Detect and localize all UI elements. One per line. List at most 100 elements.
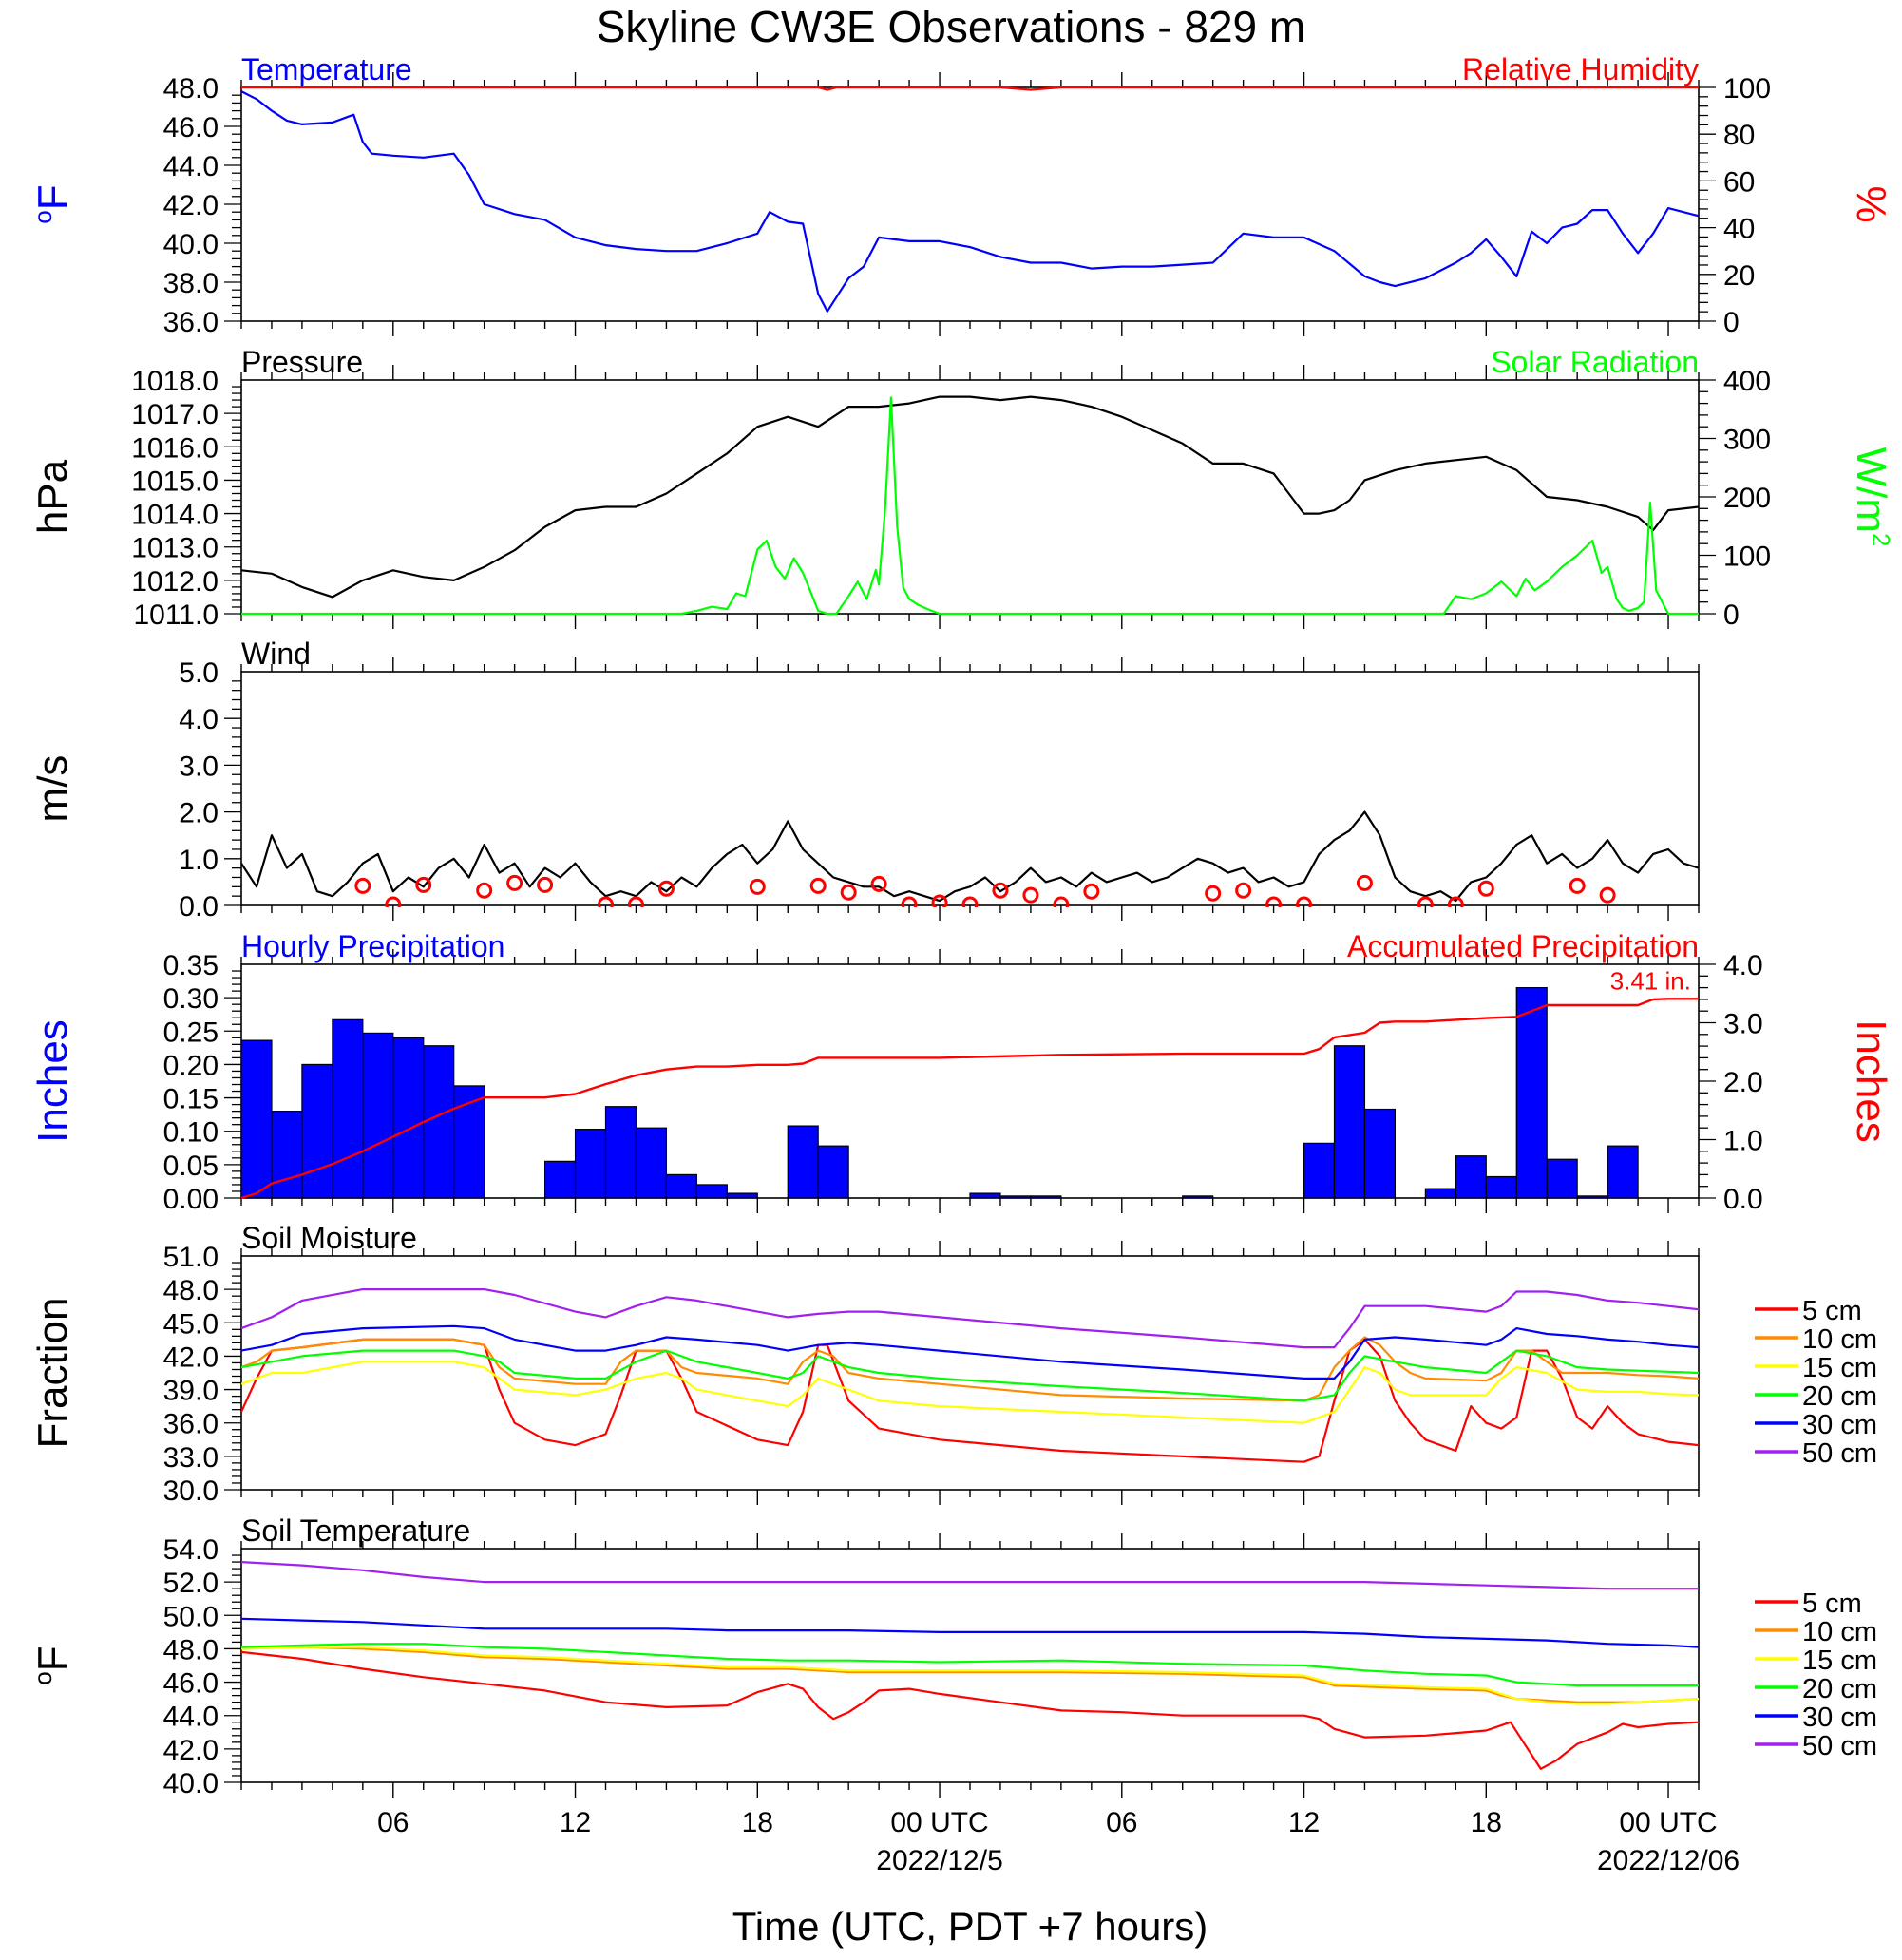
panel-precipitation: 0.000.050.100.150.200.250.300.35 0.0 1.0 2.…: [29, 929, 1894, 1215]
y-tick-label: 33.0: [163, 1442, 219, 1474]
precip-bar: [726, 1192, 758, 1199]
precip-bar: [969, 1192, 1001, 1199]
panel-frame: [240, 671, 1700, 906]
y-tick-label: 1018.0: [131, 366, 219, 397]
precip-bar: [1515, 986, 1548, 1199]
precip-bar: [817, 1145, 849, 1199]
y-tick-label: 38.0: [163, 268, 219, 299]
precip-bar: [1576, 1195, 1608, 1199]
precip-bar: [1455, 1155, 1487, 1199]
y-tick-label: 1011.0: [133, 599, 219, 631]
calm-wind-marker: [1447, 896, 1464, 907]
precip-bar: [271, 1111, 303, 1199]
y-tick-label: 0.35: [163, 950, 219, 981]
legend-label: 10 cm: [1802, 1324, 1877, 1355]
panel-left-title: Wind: [241, 637, 311, 671]
y-tick-label: 50.0: [163, 1601, 219, 1632]
y-tick-label: 46.0: [163, 112, 219, 143]
panel-left-title: Hourly Precipitation: [241, 929, 504, 963]
y-tick-label: 44.0: [163, 1702, 219, 1733]
y-tick-label: 100: [1723, 73, 1771, 105]
panel-soil_moisture: 30.033.036.039.042.045.048.051.0 Soil Moi…: [29, 1221, 1877, 1507]
panel-left-title: Soil Temperature: [241, 1513, 470, 1548]
y-tick-label: 0.05: [163, 1151, 219, 1182]
y-tick-label: 100: [1723, 542, 1771, 573]
y-tick-label: 4.0: [1723, 950, 1763, 981]
panel-wind: 0.0 1.0 2.0 3.0 4.0 5.0 Wind m/s: [29, 637, 1700, 923]
y-tick-label: 30.0: [163, 1475, 219, 1507]
plot-area: [241, 86, 1699, 313]
precip-bar: [241, 1039, 273, 1199]
panel-right-title: Accumulated Precipitation: [1347, 929, 1699, 963]
y-tick-label: 40.0: [163, 1768, 219, 1799]
calm-wind-marker: [1599, 886, 1616, 904]
calm-wind-marker: [627, 896, 644, 907]
panel-frame: [240, 1548, 1700, 1783]
precip-bar: [1424, 1188, 1456, 1199]
y-tick-label: 0.0: [1723, 1184, 1763, 1215]
calm-wind-marker: [506, 874, 523, 891]
precip-bar: [1546, 1158, 1578, 1199]
calm-wind-marker: [476, 882, 493, 899]
y-tick-label: 3.0: [1723, 1009, 1763, 1040]
calm-wind-marker: [931, 894, 948, 907]
calm-wind-marker: [1053, 896, 1070, 907]
y-tick-label: 200: [1723, 483, 1771, 514]
x-tick-label: 06: [1106, 1807, 1137, 1838]
y-axis-label: Inches: [1848, 1019, 1894, 1143]
y-tick-label: 0.15: [163, 1084, 219, 1115]
y-tick-label: 60: [1723, 166, 1755, 198]
y-tick-label: 39.0: [163, 1376, 219, 1407]
series-15-cm-line: [241, 1361, 1699, 1424]
calm-wind-marker: [657, 880, 675, 897]
x-tick-label: 00 UTC: [1619, 1807, 1717, 1838]
precip-bar: [362, 1032, 394, 1199]
y-tick-label: 3.0: [179, 751, 219, 782]
plot-area: [241, 395, 1699, 616]
calm-wind-marker: [1569, 877, 1586, 894]
series-10-cm-line: [241, 1336, 1699, 1402]
panel-pressure_solar: 1011.01012.01013.01014.01015.01016.01017…: [29, 345, 1895, 631]
precip-bar: [423, 1045, 455, 1199]
panel-right-title: Solar Radiation: [1491, 345, 1699, 379]
calm-wind-marker: [1417, 896, 1434, 907]
y-axis-label: oF: [29, 184, 76, 223]
series-20-cm-line: [241, 1349, 1699, 1402]
x-axis-label: Time (UTC, PDT +7 hours): [732, 1904, 1208, 1949]
legend-label: 20 cm: [1802, 1674, 1877, 1704]
calm-wind-marker: [1235, 882, 1252, 899]
y-tick-label: 1016.0: [131, 432, 219, 464]
accumulated-total-label: 3.41 in.: [1610, 966, 1691, 995]
y-tick-label: 0: [1723, 307, 1740, 338]
precip-bar: [1607, 1145, 1639, 1199]
x-tick-label: 12: [1288, 1807, 1320, 1838]
y-tick-label: 20: [1723, 260, 1755, 292]
precip-bar: [1333, 1045, 1366, 1199]
calm-wind-marker: [1265, 896, 1283, 907]
plot-area: [241, 810, 1699, 907]
y-tick-label: 1.0: [179, 845, 219, 876]
y-tick-label: 400: [1723, 366, 1771, 397]
precip-bar: [543, 1160, 577, 1199]
legend-label: 15 cm: [1802, 1646, 1877, 1676]
calm-wind-marker: [901, 896, 918, 907]
precip-bar: [787, 1125, 819, 1199]
legend-label: 10 cm: [1802, 1617, 1877, 1647]
plot-area: [241, 1561, 1699, 1771]
panel-soil_temperature: 40.042.044.046.048.050.052.054.0 Soil Tem…: [29, 1513, 1877, 1799]
panel-left-title: Pressure: [241, 345, 363, 379]
y-tick-label: 1015.0: [131, 466, 219, 497]
panel-right-title: Relative Humidity: [1462, 52, 1699, 86]
panel-left-title: Soil Moisture: [241, 1221, 417, 1255]
precip-bar: [1485, 1175, 1517, 1199]
y-tick-label: 48.0: [163, 1275, 219, 1306]
calm-wind-marker: [385, 896, 402, 907]
y-axis-label: hPa: [29, 459, 76, 534]
calm-wind-marker: [1477, 880, 1494, 897]
calm-wind-marker: [1083, 883, 1100, 900]
calm-wind-marker: [870, 875, 887, 892]
series-5-cm-line: [241, 1338, 1699, 1463]
series-20-cm-line: [241, 1643, 1699, 1687]
